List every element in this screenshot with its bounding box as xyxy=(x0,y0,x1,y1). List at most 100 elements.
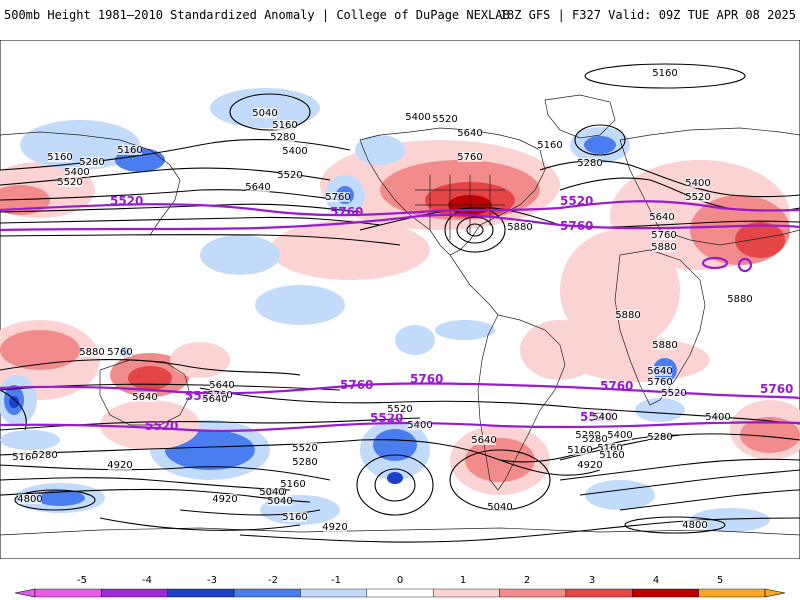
black-contour-label: 4920 xyxy=(577,460,602,471)
black-contour-label: 5520 xyxy=(685,192,710,203)
anomaly-blob xyxy=(520,320,600,380)
contour-label-background xyxy=(653,68,677,78)
anomaly-blob xyxy=(585,480,655,510)
contour-label-background xyxy=(323,522,347,532)
contour-label-background xyxy=(648,366,672,376)
contour-label-background xyxy=(508,222,532,232)
black-contour-label: 5640 xyxy=(202,394,227,405)
contour-label-background xyxy=(408,420,432,430)
anomaly-blob xyxy=(270,220,430,280)
contour-label-background xyxy=(706,412,730,422)
black-contour-label: 5040 xyxy=(267,496,292,507)
black-contour-label: 5160 xyxy=(597,443,622,454)
anomaly-blob xyxy=(735,222,785,258)
black-contour-label: 5160 xyxy=(12,452,37,463)
purple-contour-label: 5760 xyxy=(600,379,633,393)
black-contour-label: 5640 xyxy=(649,212,674,223)
contour-label-background xyxy=(271,132,295,142)
anomaly-blob xyxy=(9,396,19,408)
anomaly-blob xyxy=(200,235,280,275)
contour-label-background xyxy=(118,145,142,155)
anomaly-blob xyxy=(128,366,172,390)
contour-label-background xyxy=(133,392,157,402)
anomaly-blob xyxy=(35,490,85,506)
black-contour-label: 5280 xyxy=(577,158,602,169)
contour-label-background xyxy=(608,430,632,440)
colorbar-segment xyxy=(300,588,368,598)
black-contour-label: 5400 xyxy=(685,178,710,189)
black-contour-label: 5160 xyxy=(567,445,592,456)
colorbar-tick-label: 5 xyxy=(717,575,723,586)
colorbar-ticks: -5 -4 -3 -2 -1 0 1 2 3 4 5 xyxy=(77,575,723,586)
coastlines xyxy=(0,94,800,536)
contour-label-background xyxy=(18,494,42,504)
black-contour-label: 5760 xyxy=(325,192,350,203)
black-contour-label: 5520 xyxy=(292,443,317,454)
anomaly-blob xyxy=(560,230,680,350)
black-contour-label: 5280 xyxy=(292,457,317,468)
colorbar-tick-label: 1 xyxy=(460,575,466,586)
colorbar-tick-label: -3 xyxy=(207,575,217,586)
contour-label-background xyxy=(283,146,307,156)
black-contour-label: 5520 xyxy=(277,170,302,181)
contour-label-background xyxy=(568,445,592,455)
colorbar-segment xyxy=(565,588,633,598)
contour-label-background xyxy=(583,434,607,444)
contour-label-background xyxy=(268,496,292,506)
colorbar-segment xyxy=(632,588,699,598)
contour-label-background xyxy=(686,192,710,202)
black-contour-label: 5640 xyxy=(471,435,496,446)
colorbar-tick-label: 0 xyxy=(397,575,403,586)
black-contour-label: 5400 xyxy=(607,430,632,441)
contour-label-background xyxy=(600,450,624,460)
contour-label-background xyxy=(203,394,227,404)
height-contours-purple xyxy=(0,200,800,433)
anomaly-colorbar: -5 -4 -3 -2 -1 0 1 2 3 4 5 xyxy=(14,575,786,598)
black-contour-label: 5520 xyxy=(57,177,82,188)
contour-label-background xyxy=(662,388,686,398)
black-contour-label: 5760 xyxy=(457,152,482,163)
black-contour-label: 5760 xyxy=(647,377,672,388)
black-contour-label: 5880 xyxy=(79,347,104,358)
contour-label-background xyxy=(108,347,132,357)
colorbar-segment xyxy=(34,588,102,598)
black-contour-label: 5040 xyxy=(487,502,512,513)
anomaly-blob xyxy=(373,429,417,461)
contour-label-background xyxy=(260,487,284,497)
black-contour-label: 5400 xyxy=(592,412,617,423)
black-contour-label: 5520 xyxy=(661,388,686,399)
black-contour-label: 5280 xyxy=(647,432,672,443)
contour-label-background xyxy=(281,479,305,489)
black-contour-label: 5280 xyxy=(32,450,57,461)
contour-label-background xyxy=(458,128,482,138)
valid-time-label: 18Z GFS | F327 Valid: 09Z TUE APR 08 202… xyxy=(499,8,796,22)
black-contour-label: 5040 xyxy=(259,487,284,498)
colorbar-tick-label: -4 xyxy=(142,575,152,586)
black-contour-label: 5160 xyxy=(537,140,562,151)
black-contour-label: 5880 xyxy=(615,310,640,321)
black-contour-label: 5400 xyxy=(705,412,730,423)
contour-label-background xyxy=(472,435,496,445)
black-contour-label: 5880 xyxy=(651,242,676,253)
anomaly-blob xyxy=(435,320,495,340)
contour-label-background xyxy=(278,170,302,180)
colorbar-tick-label: 2 xyxy=(524,575,530,586)
purple-contour-label: 5520 xyxy=(370,411,403,425)
black-contour-label: 5160 xyxy=(282,512,307,523)
black-contour-label: 4920 xyxy=(107,460,132,471)
colorbar-segment xyxy=(101,588,168,598)
anomaly-blob xyxy=(690,508,770,532)
black-contour-label: 5880 xyxy=(507,222,532,233)
black-contour-label: 5640 xyxy=(132,392,157,403)
contour-label-background xyxy=(246,182,270,192)
colorbar-fill xyxy=(14,588,786,598)
contour-label-background xyxy=(538,140,562,150)
contour-label-background xyxy=(593,412,617,422)
colorbar-segment xyxy=(432,588,500,598)
anomaly-blob xyxy=(395,325,435,355)
black-contour-label: 5640 xyxy=(457,128,482,139)
contour-label-background xyxy=(598,443,622,453)
colorbar-segment xyxy=(499,588,567,598)
header-bar: 500mb Height 1981–2010 Standardized Anom… xyxy=(0,0,800,32)
anomaly-blob xyxy=(170,342,230,378)
